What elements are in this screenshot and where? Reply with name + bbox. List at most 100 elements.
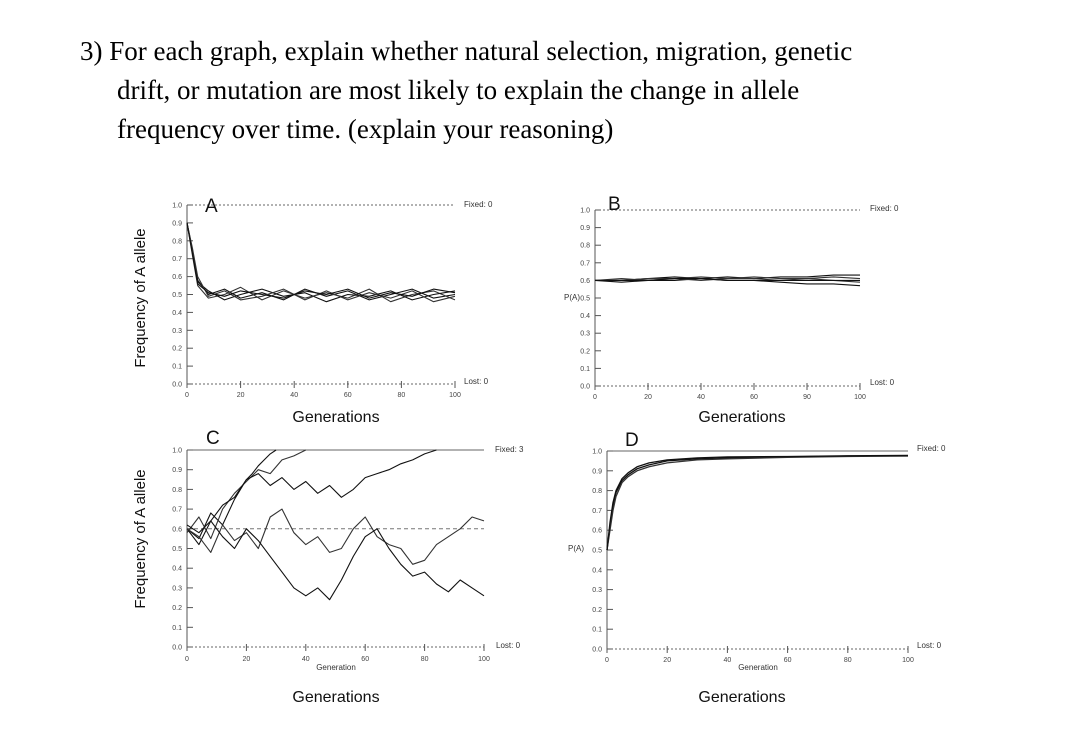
fixed-label: Fixed: 3 — [495, 445, 524, 454]
x-tick-label: 20 — [243, 656, 251, 663]
y-tick-label: 0.4 — [172, 566, 182, 573]
y-tick-label: 0.7 — [592, 508, 602, 515]
x-tick-label: 80 — [421, 656, 429, 663]
y-tick-label: 0.5 — [580, 296, 590, 303]
y-tick-label: 0.7 — [172, 507, 182, 514]
series-line — [595, 276, 861, 281]
y-tick-label: 0.8 — [172, 238, 182, 245]
series-line — [186, 449, 307, 540]
series-line — [186, 508, 485, 565]
x-tick-label: 60 — [784, 657, 792, 664]
question-line: 3) For each graph, explain whether natur… — [80, 36, 853, 66]
panel-letter: B — [608, 194, 621, 215]
series-line — [186, 449, 437, 546]
x-tick-label: 0 — [185, 656, 189, 663]
y-tick-label: 0.5 — [172, 546, 182, 553]
y-tick-label: 0.2 — [172, 605, 182, 612]
series-line — [186, 222, 456, 299]
y-tick-label: 0.1 — [172, 364, 182, 371]
y-tick-label: 0.1 — [172, 625, 182, 632]
x-tick-label: 0 — [593, 394, 597, 401]
x-tick-label: 90 — [803, 394, 811, 401]
x-tick-label: 40 — [302, 656, 310, 663]
lost-label: Lost: 0 — [917, 641, 942, 650]
question-text: 3) For each graph, explain whether natur… — [80, 32, 980, 149]
series-line — [606, 454, 909, 551]
x-tick-label: 60 — [361, 656, 369, 663]
y-tick-label: 0.0 — [580, 384, 590, 391]
x-tick-label: 40 — [724, 657, 732, 664]
y-tick-label: 0.4 — [580, 313, 590, 320]
series-line — [606, 455, 908, 551]
y-tick-label: 0.5 — [592, 548, 602, 555]
y-tick-label: 1.0 — [172, 448, 182, 455]
y-tick-label: 1.0 — [580, 208, 590, 215]
y-tick-label: 0.4 — [592, 567, 602, 574]
fixed-label: Fixed: 0 — [917, 444, 946, 453]
x-tick-label: 60 — [750, 394, 758, 401]
y-tick-label: 0.6 — [580, 278, 590, 285]
panel-letter: A — [205, 196, 218, 217]
inner-x-axis-label: Generation — [316, 663, 356, 672]
fixed-label: Fixed: 0 — [464, 200, 493, 209]
y-tick-label: 0.2 — [172, 346, 182, 353]
y-tick-label: 0.7 — [580, 260, 590, 267]
y-tick-label: 0.8 — [172, 487, 182, 494]
x-tick-label: 100 — [902, 657, 914, 664]
x-tick-label: 100 — [854, 394, 866, 401]
y-tick-label: 0.2 — [592, 607, 602, 614]
y-tick-label: 0.3 — [592, 587, 602, 594]
x-tick-label: 20 — [237, 392, 245, 399]
y-tick-label: 0.4 — [172, 310, 182, 317]
lost-label: Lost: 0 — [464, 377, 489, 386]
x-tick-label: 0 — [605, 657, 609, 664]
y-tick-label: 0.9 — [172, 220, 182, 227]
series-line — [186, 449, 277, 540]
y-tick-label: 0.6 — [592, 528, 602, 535]
series-line — [606, 455, 909, 551]
panel-letter: D — [625, 430, 639, 451]
series-line — [186, 520, 485, 601]
x-tick-label: 0 — [185, 392, 189, 399]
lost-label: Lost: 0 — [496, 641, 521, 650]
x-axis-label: Generations — [292, 689, 379, 706]
x-tick-label: 20 — [644, 394, 652, 401]
y-axis-label: P(A) — [568, 544, 584, 553]
y-tick-label: 0.6 — [172, 526, 182, 533]
fixed-label: Fixed: 0 — [870, 204, 899, 213]
y-axis-label: Frequency of A allele — [132, 228, 149, 367]
y-tick-label: 0.6 — [172, 274, 182, 281]
lost-label: Lost: 0 — [870, 378, 895, 387]
y-tick-label: 0.3 — [172, 585, 182, 592]
question-line: drift, or mutation are most likely to ex… — [117, 75, 800, 105]
x-tick-label: 100 — [478, 656, 490, 663]
y-tick-label: 0.0 — [172, 382, 182, 389]
y-tick-label: 0.8 — [592, 488, 602, 495]
y-tick-label: 0.9 — [172, 467, 182, 474]
y-tick-label: 1.0 — [172, 203, 182, 210]
y-tick-label: 0.1 — [592, 627, 602, 634]
x-tick-label: 40 — [697, 394, 705, 401]
inner-x-axis-label: Generation — [738, 663, 778, 672]
y-tick-label: 0.9 — [592, 468, 602, 475]
y-tick-label: 0.0 — [172, 645, 182, 652]
question-line: frequency over time. (explain your reaso… — [117, 114, 614, 144]
x-axis-label: Generations — [698, 689, 785, 706]
y-tick-label: 0.0 — [592, 647, 602, 654]
y-axis-label: P(A) — [564, 293, 580, 302]
x-axis-label: Generations — [292, 409, 379, 426]
y-tick-label: 1.0 — [592, 449, 602, 456]
panel-letter: C — [206, 428, 220, 449]
y-tick-label: 0.2 — [580, 348, 590, 355]
y-tick-label: 0.9 — [580, 225, 590, 232]
x-tick-label: 20 — [663, 657, 671, 664]
y-tick-label: 0.5 — [172, 292, 182, 299]
y-tick-label: 0.8 — [580, 243, 590, 250]
x-tick-label: 60 — [344, 392, 352, 399]
x-tick-label: 80 — [844, 657, 852, 664]
y-tick-label: 0.1 — [580, 366, 590, 373]
y-axis-label: Frequency of A allele — [132, 469, 149, 608]
x-tick-label: 40 — [290, 392, 298, 399]
y-tick-label: 0.7 — [172, 256, 182, 263]
